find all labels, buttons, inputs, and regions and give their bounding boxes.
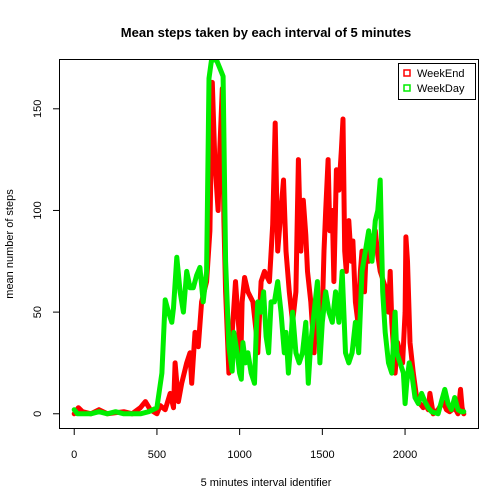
plot-lines <box>71 60 467 417</box>
legend-label-weekend: WeekEnd <box>417 68 465 80</box>
x-tick-label: 2000 <box>393 449 417 461</box>
y-axis-label: mean number of steps <box>4 189 16 299</box>
x-axis: 0 500 1000 1500 2000 <box>71 428 417 461</box>
x-tick-label: 500 <box>148 449 166 461</box>
series-line-weekday <box>71 60 467 417</box>
y-tick-label: 100 <box>32 201 44 219</box>
x-axis-label: 5 minutes interval identifier <box>201 477 332 489</box>
x-tick-label: 0 <box>71 449 77 461</box>
y-axis: 0 50 100 150 <box>32 100 60 417</box>
y-tick-label: 0 <box>32 411 44 417</box>
x-tick-label: 1000 <box>227 449 251 461</box>
chart-title: Mean steps taken by each interval of 5 m… <box>121 25 411 40</box>
legend: WeekEnd WeekDay <box>398 63 476 100</box>
y-tick-label: 150 <box>32 100 44 118</box>
x-tick-label: 1500 <box>310 449 334 461</box>
legend-label-weekday: WeekDay <box>417 83 465 95</box>
legend-swatch-weekend <box>403 69 411 77</box>
series-line-weekend <box>71 79 467 417</box>
legend-swatch-weekday <box>403 84 411 92</box>
legend-box <box>398 63 476 100</box>
y-tick-label: 50 <box>32 306 44 318</box>
